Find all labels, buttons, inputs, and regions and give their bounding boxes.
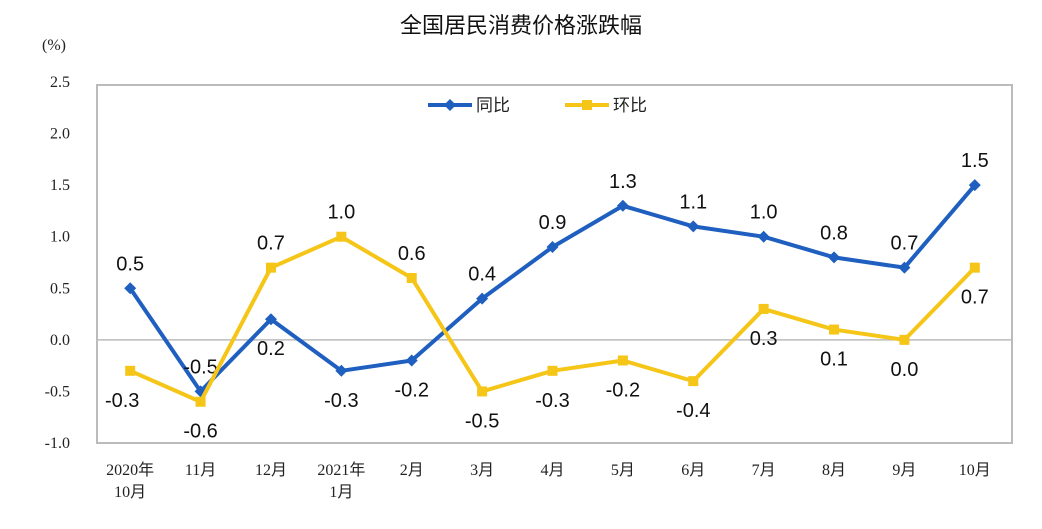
data-point — [898, 261, 911, 274]
data-label: 0.6 — [398, 243, 426, 265]
data-point — [477, 386, 488, 397]
data-point — [405, 354, 418, 367]
x-tick-label: 3月 — [470, 462, 494, 479]
x-tick-label: 5月 — [611, 462, 635, 479]
data-label: -0.5 — [183, 356, 217, 378]
data-label: 1.3 — [609, 171, 637, 193]
y-axis-label: (%) — [42, 37, 66, 54]
data-label: 0.9 — [539, 212, 567, 234]
data-label: 0.7 — [891, 233, 919, 255]
y-tick-label: 1.5 — [50, 177, 70, 194]
data-label: 0.1 — [820, 349, 848, 371]
data-point — [335, 364, 348, 377]
data-point — [758, 303, 769, 314]
data-point — [688, 376, 699, 387]
data-point — [546, 241, 559, 254]
data-label: -0.5 — [465, 410, 499, 432]
data-label: 1.5 — [961, 150, 989, 172]
y-tick-label: 2.5 — [50, 74, 70, 91]
data-point — [969, 262, 980, 273]
x-tick-label: 7月 — [752, 462, 776, 479]
data-point — [968, 179, 981, 192]
data-point — [829, 324, 840, 335]
legend-label: 同比 — [476, 96, 510, 116]
plot-area — [96, 84, 1013, 444]
x-tick-label: 1月 — [329, 484, 353, 501]
data-label: -0.2 — [394, 379, 428, 401]
y-tick-label: 0.0 — [50, 332, 70, 349]
x-tick-label: 4月 — [540, 462, 564, 479]
y-tick-label: -0.5 — [45, 383, 70, 400]
data-label: 1.1 — [679, 191, 707, 213]
y-tick-label: -1.0 — [45, 435, 70, 452]
data-point — [125, 365, 136, 376]
data-point — [899, 334, 910, 345]
data-point — [406, 272, 417, 283]
data-point — [124, 282, 137, 295]
data-label: -0.3 — [105, 390, 139, 412]
data-label: -0.6 — [183, 421, 217, 443]
legend-label: 环比 — [613, 96, 647, 116]
x-tick-label: 6月 — [681, 462, 705, 479]
x-tick-label: 2月 — [400, 462, 424, 479]
data-point — [757, 230, 770, 243]
x-tick-label: 2021年 — [317, 461, 365, 479]
data-label: 1.0 — [327, 202, 355, 224]
data-label: 0.7 — [257, 233, 285, 255]
data-point — [195, 396, 206, 407]
data-point — [687, 220, 700, 233]
x-tick-label: 8月 — [822, 462, 846, 479]
data-label: 0.2 — [257, 338, 285, 360]
data-label: -0.3 — [535, 390, 569, 412]
data-point — [476, 292, 489, 305]
x-tick-label: 10月 — [959, 462, 991, 479]
series-line-1 — [129, 234, 977, 404]
data-label: -0.2 — [606, 379, 640, 401]
data-label: -0.3 — [324, 390, 358, 412]
data-label: 0.5 — [116, 253, 144, 275]
data-label: 1.0 — [750, 202, 778, 224]
data-point — [616, 199, 629, 212]
data-point — [336, 231, 347, 242]
chart-title: 全国居民消费价格涨跌幅 — [399, 14, 642, 39]
data-label: -0.4 — [676, 400, 710, 422]
x-tick-label: 10月 — [114, 484, 146, 501]
y-tick-label: 1.0 — [50, 229, 70, 246]
data-point — [617, 355, 628, 366]
legend-marker — [582, 100, 592, 110]
x-tick-label: 2020年 — [106, 461, 154, 479]
data-label: 0.3 — [750, 328, 778, 350]
data-label: 0.4 — [468, 264, 496, 286]
data-point — [264, 313, 277, 326]
data-label: 0.8 — [820, 222, 848, 244]
data-point — [265, 262, 276, 273]
data-label: 0.7 — [961, 287, 989, 309]
data-point — [828, 251, 841, 264]
x-tick-label: 9月 — [892, 462, 916, 479]
x-tick-label: 11月 — [185, 462, 216, 479]
legend-marker — [444, 99, 456, 111]
data-point — [547, 365, 558, 376]
data-label: 0.0 — [891, 359, 919, 381]
x-tick-label: 12月 — [255, 462, 287, 479]
y-tick-label: 2.0 — [50, 126, 70, 143]
y-tick-label: 0.5 — [50, 280, 70, 297]
